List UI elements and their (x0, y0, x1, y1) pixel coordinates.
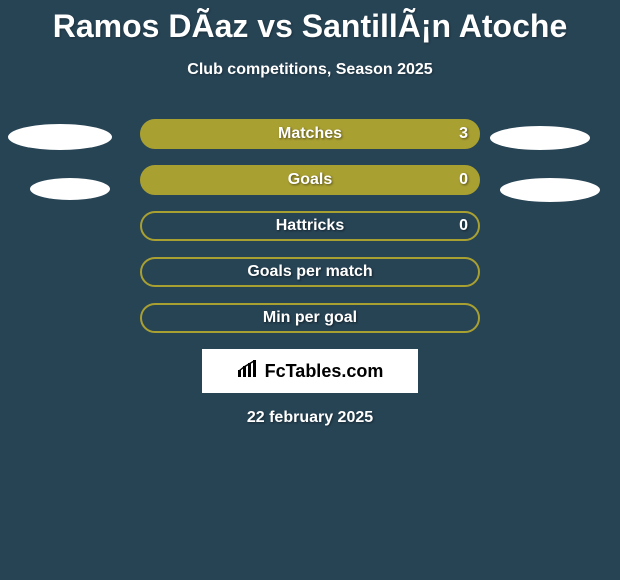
stat-bar: Goals per match (140, 257, 480, 287)
subtitle: Club competitions, Season 2025 (0, 61, 620, 79)
stat-area: Matches3Goals0Hattricks0Goals per matchM… (0, 119, 620, 333)
stat-value: 0 (459, 217, 468, 235)
stat-bar: Matches3 (140, 119, 480, 149)
decorative-ellipse (8, 124, 112, 150)
decorative-ellipse (490, 126, 590, 150)
stat-label: Goals (142, 171, 478, 189)
decorative-ellipse (30, 178, 110, 200)
footer-date: 22 february 2025 (0, 409, 620, 427)
chart-icon (237, 360, 259, 383)
stat-row: Hattricks0 (0, 211, 620, 241)
logo-text: FcTables.com (265, 361, 384, 382)
stat-label: Matches (142, 125, 478, 143)
stat-value: 3 (459, 125, 468, 143)
stat-label: Goals per match (142, 263, 478, 281)
page-title: Ramos DÃ­az vs SantillÃ¡n Atoche (0, 0, 620, 45)
stat-label: Min per goal (142, 309, 478, 327)
decorative-ellipse (500, 178, 600, 202)
logo-box: FcTables.com (202, 349, 418, 393)
stat-bar: Hattricks0 (140, 211, 480, 241)
stat-label: Hattricks (142, 217, 478, 235)
stat-value: 0 (459, 171, 468, 189)
stat-row: Goals per match (0, 257, 620, 287)
stat-bar: Min per goal (140, 303, 480, 333)
stat-row: Min per goal (0, 303, 620, 333)
stat-bar: Goals0 (140, 165, 480, 195)
